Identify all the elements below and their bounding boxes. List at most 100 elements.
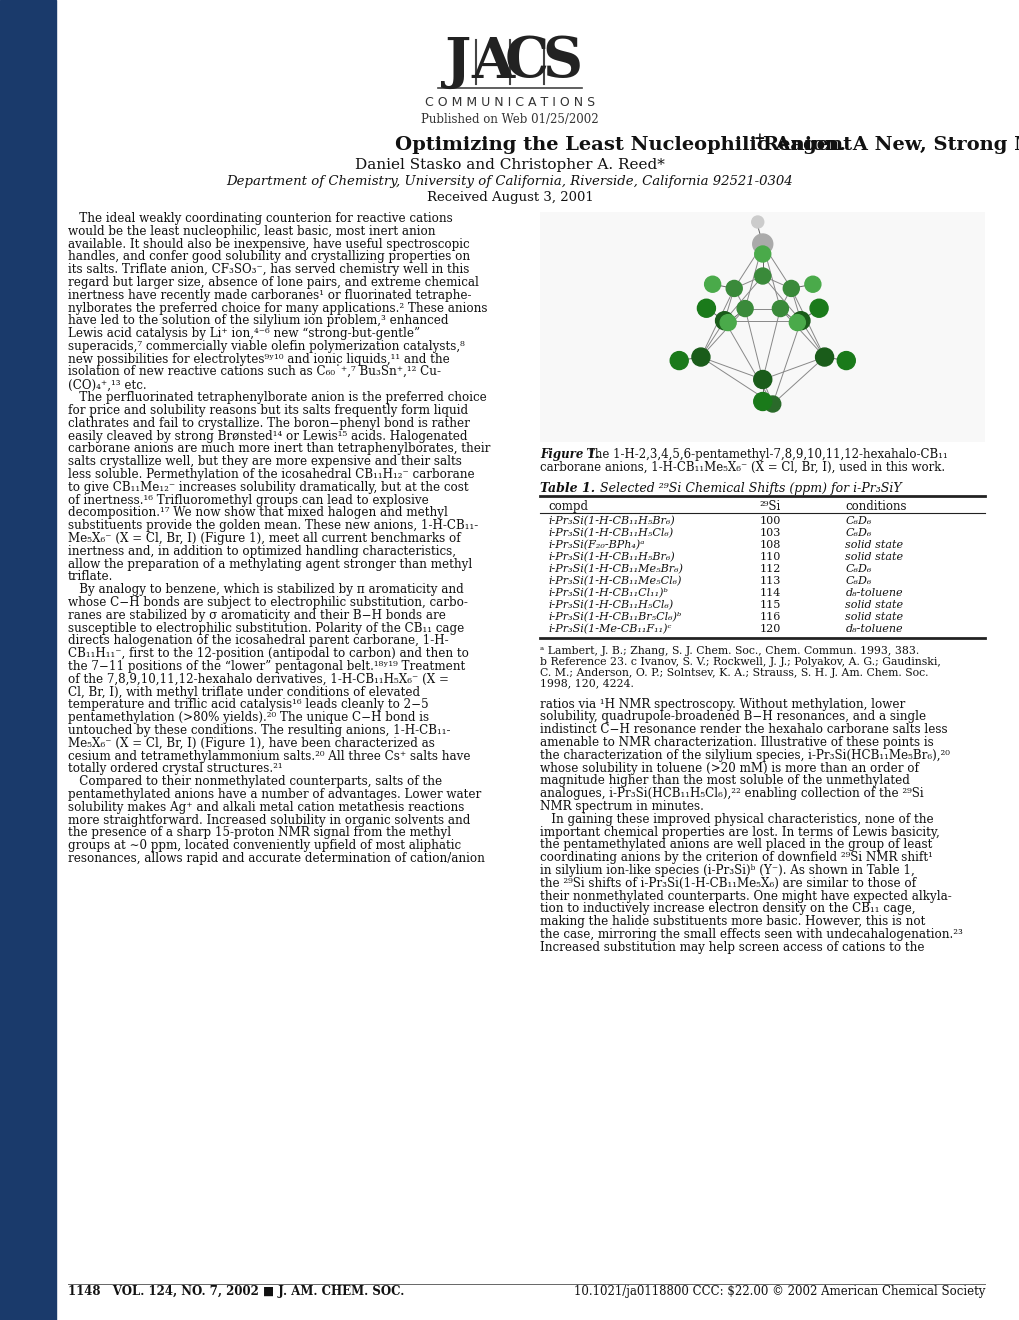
Text: 120: 120 <box>759 623 781 634</box>
Text: susceptible to electrophilic substitution. Polarity of the CB₁₁ cage: susceptible to electrophilic substitutio… <box>68 622 464 635</box>
Text: tion to inductively increase electron density on the CB₁₁ cage,: tion to inductively increase electron de… <box>540 903 915 915</box>
Text: easily cleaved by strong Brønsted¹⁴ or Lewis¹⁵ acids. Halogenated: easily cleaved by strong Brønsted¹⁴ or L… <box>68 429 467 442</box>
Text: J: J <box>444 34 471 90</box>
Text: 1148   VOL. 124, NO. 7, 2002 ■ J. AM. CHEM. SOC.: 1148 VOL. 124, NO. 7, 2002 ■ J. AM. CHEM… <box>68 1284 404 1298</box>
Text: temperature and triflic acid catalysis¹⁶ leads cleanly to 2−5: temperature and triflic acid catalysis¹⁶… <box>68 698 428 711</box>
Text: ratios via ¹H NMR spectroscopy. Without methylation, lower: ratios via ¹H NMR spectroscopy. Without … <box>540 697 905 710</box>
Text: pentamethylation (>80% yields).²⁰ The unique C−H bond is: pentamethylation (>80% yields).²⁰ The un… <box>68 711 429 725</box>
Text: compd: compd <box>548 499 588 512</box>
Circle shape <box>751 216 763 228</box>
Circle shape <box>737 301 752 317</box>
Text: In gaining these improved physical characteristics, none of the: In gaining these improved physical chara… <box>540 813 933 826</box>
Text: Figure 1.: Figure 1. <box>540 447 599 461</box>
Text: of the 7,8,9,10,11,12-hexahalo derivatives, 1-H-CB₁₁H₅X₆⁻ (X =: of the 7,8,9,10,11,12-hexahalo derivativ… <box>68 673 448 686</box>
Text: 10.1021/ja0118800 CCC: $22.00 © 2002 American Chemical Society: 10.1021/ja0118800 CCC: $22.00 © 2002 Ame… <box>573 1284 984 1298</box>
Text: their nonmethylated counterparts. One might have expected alkyla-: their nonmethylated counterparts. One mi… <box>540 890 952 903</box>
Text: isolation of new reactive cations such as C₆₀˙⁺,⁷ Bu₃Sn⁺,¹² Cu-: isolation of new reactive cations such a… <box>68 366 440 379</box>
Text: solid state: solid state <box>845 552 903 561</box>
Circle shape <box>715 312 733 330</box>
Text: +: + <box>753 132 765 147</box>
Text: C: C <box>504 34 548 90</box>
Circle shape <box>691 348 709 366</box>
Text: solubility, quadrupole-broadened B−H resonances, and a single: solubility, quadrupole-broadened B−H res… <box>540 710 925 723</box>
Circle shape <box>726 280 742 297</box>
Text: magnitude higher than the most soluble of the unmethylated: magnitude higher than the most soluble o… <box>540 775 910 788</box>
Text: Increased substitution may help screen access of cations to the: Increased substitution may help screen a… <box>540 941 924 954</box>
Circle shape <box>771 301 788 317</box>
Text: (CO)₄⁺,¹³ etc.: (CO)₄⁺,¹³ etc. <box>68 379 147 392</box>
Text: important chemical properties are lost. In terms of Lewis basicity,: important chemical properties are lost. … <box>540 825 940 838</box>
Text: S: S <box>541 34 582 90</box>
Text: 110: 110 <box>759 552 781 561</box>
Text: C₆D₆: C₆D₆ <box>845 576 871 586</box>
Text: i-Pr₃Si(1-H-CB₁₁H₅Cl₆): i-Pr₃Si(1-H-CB₁₁H₅Cl₆) <box>548 599 674 610</box>
Text: the pentamethylated anions are well placed in the group of least: the pentamethylated anions are well plac… <box>540 838 932 851</box>
Text: groups at ∼0 ppm, located conveniently upfield of most aliphatic: groups at ∼0 ppm, located conveniently u… <box>68 840 461 853</box>
Text: The perfluorinated tetraphenylborate anion is the preferred choice: The perfluorinated tetraphenylborate ani… <box>68 391 486 404</box>
Text: i-Pr₃Si(1-H-CB₁₁Me₅Cl₆): i-Pr₃Si(1-H-CB₁₁Me₅Cl₆) <box>548 576 682 586</box>
Text: ᵃ Lambert, J. B.; Zhang, S. J. Chem. Soc., Chem. Commun. 1993, 383.: ᵃ Lambert, J. B.; Zhang, S. J. Chem. Soc… <box>540 645 919 656</box>
Text: By analogy to benzene, which is stabilized by π aromaticity and: By analogy to benzene, which is stabiliz… <box>68 583 464 597</box>
Text: the presence of a sharp 15-proton NMR signal from the methyl: the presence of a sharp 15-proton NMR si… <box>68 826 450 840</box>
Text: less soluble. Permethylation of the icosahedral CB₁₁H₁₂⁻ carborane: less soluble. Permethylation of the icos… <box>68 469 474 480</box>
Circle shape <box>719 314 736 330</box>
Text: C₆D₆: C₆D₆ <box>845 564 871 574</box>
Text: untouched by these conditions. The resulting anions, 1-H-CB₁₁-: untouched by these conditions. The resul… <box>68 723 450 737</box>
Bar <box>0 0 56 1320</box>
Text: Selected ²⁹Si Chemical Shifts (ppm) for i-Pr₃SiY: Selected ²⁹Si Chemical Shifts (ppm) for … <box>588 482 901 495</box>
Text: its salts. Triflate anion, CF₃SO₃⁻, has served chemistry well in this: its salts. Triflate anion, CF₃SO₃⁻, has … <box>68 263 469 276</box>
Text: inertness and, in addition to optimized handling characteristics,: inertness and, in addition to optimized … <box>68 545 455 558</box>
Circle shape <box>804 276 820 292</box>
Text: allow the preparation of a methylating agent stronger than methyl: allow the preparation of a methylating a… <box>68 557 472 570</box>
Text: i-Pr₃Si(1-H-CB₁₁H₅Cl₆): i-Pr₃Si(1-H-CB₁₁H₅Cl₆) <box>548 528 674 539</box>
Text: indistinct C−H resonance render the hexahalo carborane salts less: indistinct C−H resonance render the hexa… <box>540 723 948 737</box>
Text: more straightforward. Increased solubility in organic solvents and: more straightforward. Increased solubili… <box>68 813 470 826</box>
Circle shape <box>809 300 827 317</box>
Text: i-Pr₃Si(1-Me-CB₁₁F₁₁)ᶜ: i-Pr₃Si(1-Me-CB₁₁F₁₁)ᶜ <box>548 623 672 634</box>
Bar <box>540 213 984 442</box>
Text: NMR spectrum in minutes.: NMR spectrum in minutes. <box>540 800 704 813</box>
Text: C O M M U N I C A T I O N S: C O M M U N I C A T I O N S <box>425 95 594 108</box>
Text: triflate.: triflate. <box>68 570 113 583</box>
Text: A: A <box>471 34 514 90</box>
Text: i-Pr₃Si(1-H-CB₁₁Br₅Cl₆)ᵇ: i-Pr₃Si(1-H-CB₁₁Br₅Cl₆)ᵇ <box>548 611 682 622</box>
Text: Me₅X₆⁻ (X = Cl, Br, I) (Figure 1), meet all current benchmarks of: Me₅X₆⁻ (X = Cl, Br, I) (Figure 1), meet … <box>68 532 461 545</box>
Text: cesium and tetramethylammonium salts.²⁰ All three Cs⁺ salts have: cesium and tetramethylammonium salts.²⁰ … <box>68 750 470 763</box>
Text: Published on Web 01/25/2002: Published on Web 01/25/2002 <box>421 114 598 127</box>
Text: substituents provide the golden mean. These new anions, 1-H-CB₁₁-: substituents provide the golden mean. Th… <box>68 519 478 532</box>
Text: i-Pr₃Si(1-H-CB₁₁H₅Br₆): i-Pr₃Si(1-H-CB₁₁H₅Br₆) <box>548 516 675 525</box>
Text: C₆D₆: C₆D₆ <box>845 516 871 525</box>
Text: 112: 112 <box>759 564 781 574</box>
Circle shape <box>752 234 772 253</box>
Text: Daniel Stasko and Christopher A. Reed*: Daniel Stasko and Christopher A. Reed* <box>355 158 664 172</box>
Text: 1998, 120, 4224.: 1998, 120, 4224. <box>540 678 634 689</box>
Text: d₈-toluene: d₈-toluene <box>845 623 902 634</box>
Text: solid state: solid state <box>845 540 903 549</box>
Circle shape <box>754 246 770 261</box>
Circle shape <box>697 300 714 317</box>
Circle shape <box>669 351 688 370</box>
Text: Lewis acid catalysis by Li⁺ ion,⁴⁻⁶ new “strong-but-gentle”: Lewis acid catalysis by Li⁺ ion,⁴⁻⁶ new … <box>68 327 420 341</box>
Text: i-Pr₃Si(1-H-CB₁₁H₅Br₆): i-Pr₃Si(1-H-CB₁₁H₅Br₆) <box>548 552 675 562</box>
Text: have led to the solution of the silylium ion problem,³ enhanced: have led to the solution of the silylium… <box>68 314 448 327</box>
Text: superacids,⁷ commercially viable olefin polymerization catalysts,⁸: superacids,⁷ commercially viable olefin … <box>68 341 465 352</box>
Text: 113: 113 <box>759 576 781 586</box>
Text: conditions: conditions <box>845 499 906 512</box>
Text: ²⁹Si: ²⁹Si <box>759 499 781 512</box>
Text: CB₁₁H₁₁⁻, first to the 12-position (antipodal to carbon) and then to: CB₁₁H₁₁⁻, first to the 12-position (anti… <box>68 647 469 660</box>
Text: to give CB₁₁Me₁₂⁻ increases solubility dramatically, but at the cost: to give CB₁₁Me₁₂⁻ increases solubility d… <box>68 480 468 494</box>
Text: new possibilities for electrolytes⁹ʸ¹⁰ and ionic liquids,¹¹ and the: new possibilities for electrolytes⁹ʸ¹⁰ a… <box>68 352 449 366</box>
Text: 100: 100 <box>759 516 781 525</box>
Text: solid state: solid state <box>845 599 903 610</box>
Text: Optimizing the Least Nucleophilic Anion. A New, Strong Methyl: Optimizing the Least Nucleophilic Anion.… <box>394 136 1019 154</box>
Text: handles, and confer good solubility and crystallizing properties on: handles, and confer good solubility and … <box>68 251 470 264</box>
Circle shape <box>837 351 855 370</box>
Text: for price and solubility reasons but its salts frequently form liquid: for price and solubility reasons but its… <box>68 404 468 417</box>
Circle shape <box>754 268 770 284</box>
Text: resonances, allows rapid and accurate determination of cation/anion: resonances, allows rapid and accurate de… <box>68 851 484 865</box>
Text: in silylium ion-like species (i-Pr₃Si)ᵇ (Y⁻). As shown in Table 1,: in silylium ion-like species (i-Pr₃Si)ᵇ … <box>540 865 914 876</box>
Text: 116: 116 <box>759 611 781 622</box>
Text: nylborates the preferred choice for many applications.² These anions: nylborates the preferred choice for many… <box>68 301 487 314</box>
Text: Cl, Br, I), with methyl triflate under conditions of elevated: Cl, Br, I), with methyl triflate under c… <box>68 685 420 698</box>
Text: i-Pr₃Si(1-H-CB₁₁Me₅Br₆): i-Pr₃Si(1-H-CB₁₁Me₅Br₆) <box>548 564 683 574</box>
